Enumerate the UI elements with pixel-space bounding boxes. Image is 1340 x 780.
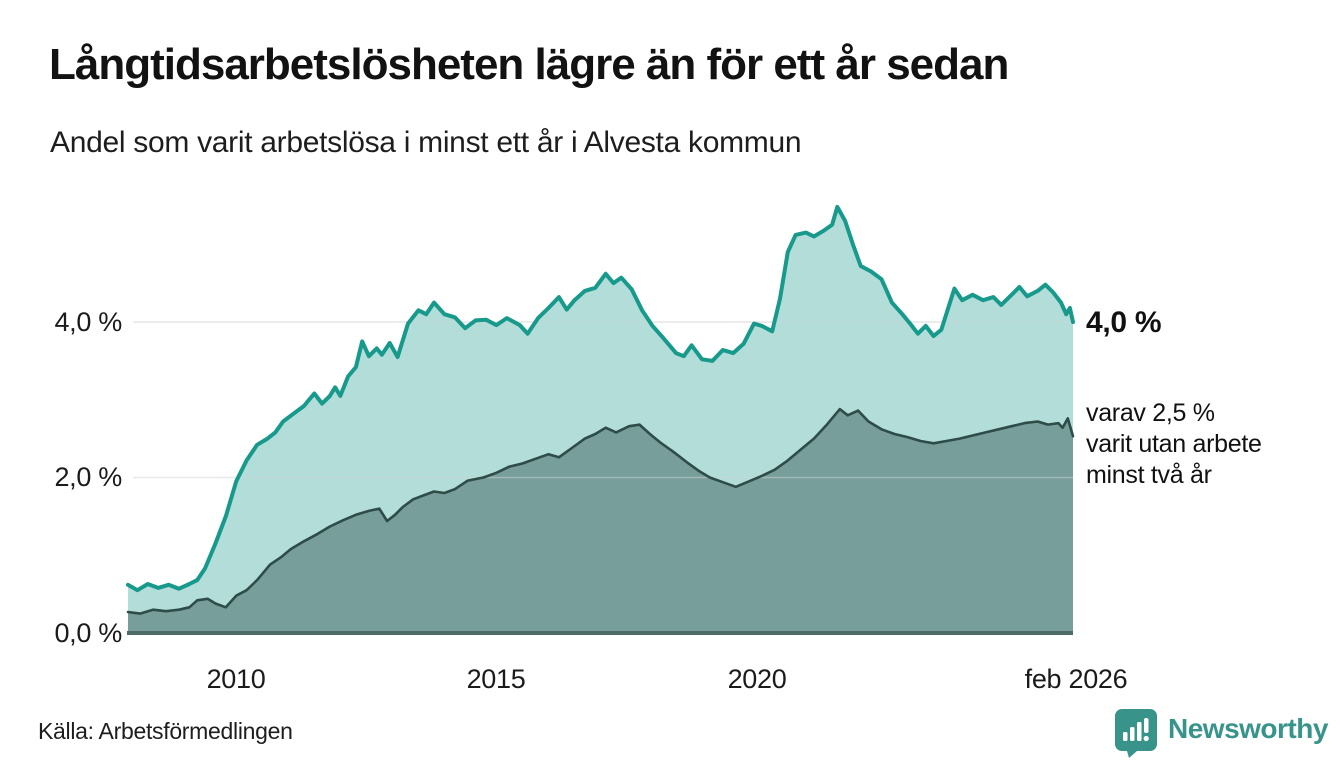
secondary-annotation-line3: minst två år: [1086, 461, 1212, 489]
brand-name: Newsworthy: [1168, 713, 1328, 744]
logo-bar-2: [1130, 727, 1135, 741]
y-tick-0: 0,0 %: [54, 618, 122, 648]
newsworthy-logo-icon: [1115, 709, 1157, 758]
logo-bar-1: [1123, 732, 1128, 741]
series-line-unemployed-2yr: [126, 407, 1075, 615]
gridlines-overlay: [133, 321, 1073, 479]
y-tick-4: 4,0 %: [54, 307, 122, 337]
series-area-unemployed-1yr: [128, 206, 1073, 633]
logo-exclamation-dot: [1143, 735, 1149, 742]
page-title: Långtidsarbetslösheten lägre än för ett …: [49, 40, 1009, 89]
series-area-unemployed-2yr: [128, 409, 1073, 633]
x-tick-feb-2026: feb 2026: [1025, 664, 1128, 694]
series-line-unemployed-1yr: [126, 204, 1075, 593]
gridlines: [133, 321, 1073, 479]
logo-exclamation-bar: [1144, 718, 1149, 733]
x-tick-2010: 2010: [207, 664, 266, 694]
brand-lockup: Newsworthy: [1114, 708, 1328, 758]
source-note: Källa: Arbetsförmedlingen: [38, 718, 293, 744]
page-subtitle: Andel som varit arbetslösa i minst ett å…: [50, 126, 802, 159]
logo-bar-3: [1137, 722, 1142, 741]
y-tick-2: 2,0 %: [54, 462, 122, 492]
secondary-annotation-line2: varit utan arbete: [1086, 430, 1262, 458]
x-tick-2020: 2020: [728, 664, 787, 694]
secondary-annotation-line1: varav 2,5 %: [1086, 399, 1215, 427]
x-tick-2015: 2015: [467, 664, 526, 694]
end-value-annotation: 4,0 %: [1086, 306, 1162, 339]
secondary-series-annotation: varav 2,5 % varit utan arbete minst två …: [1086, 398, 1262, 491]
